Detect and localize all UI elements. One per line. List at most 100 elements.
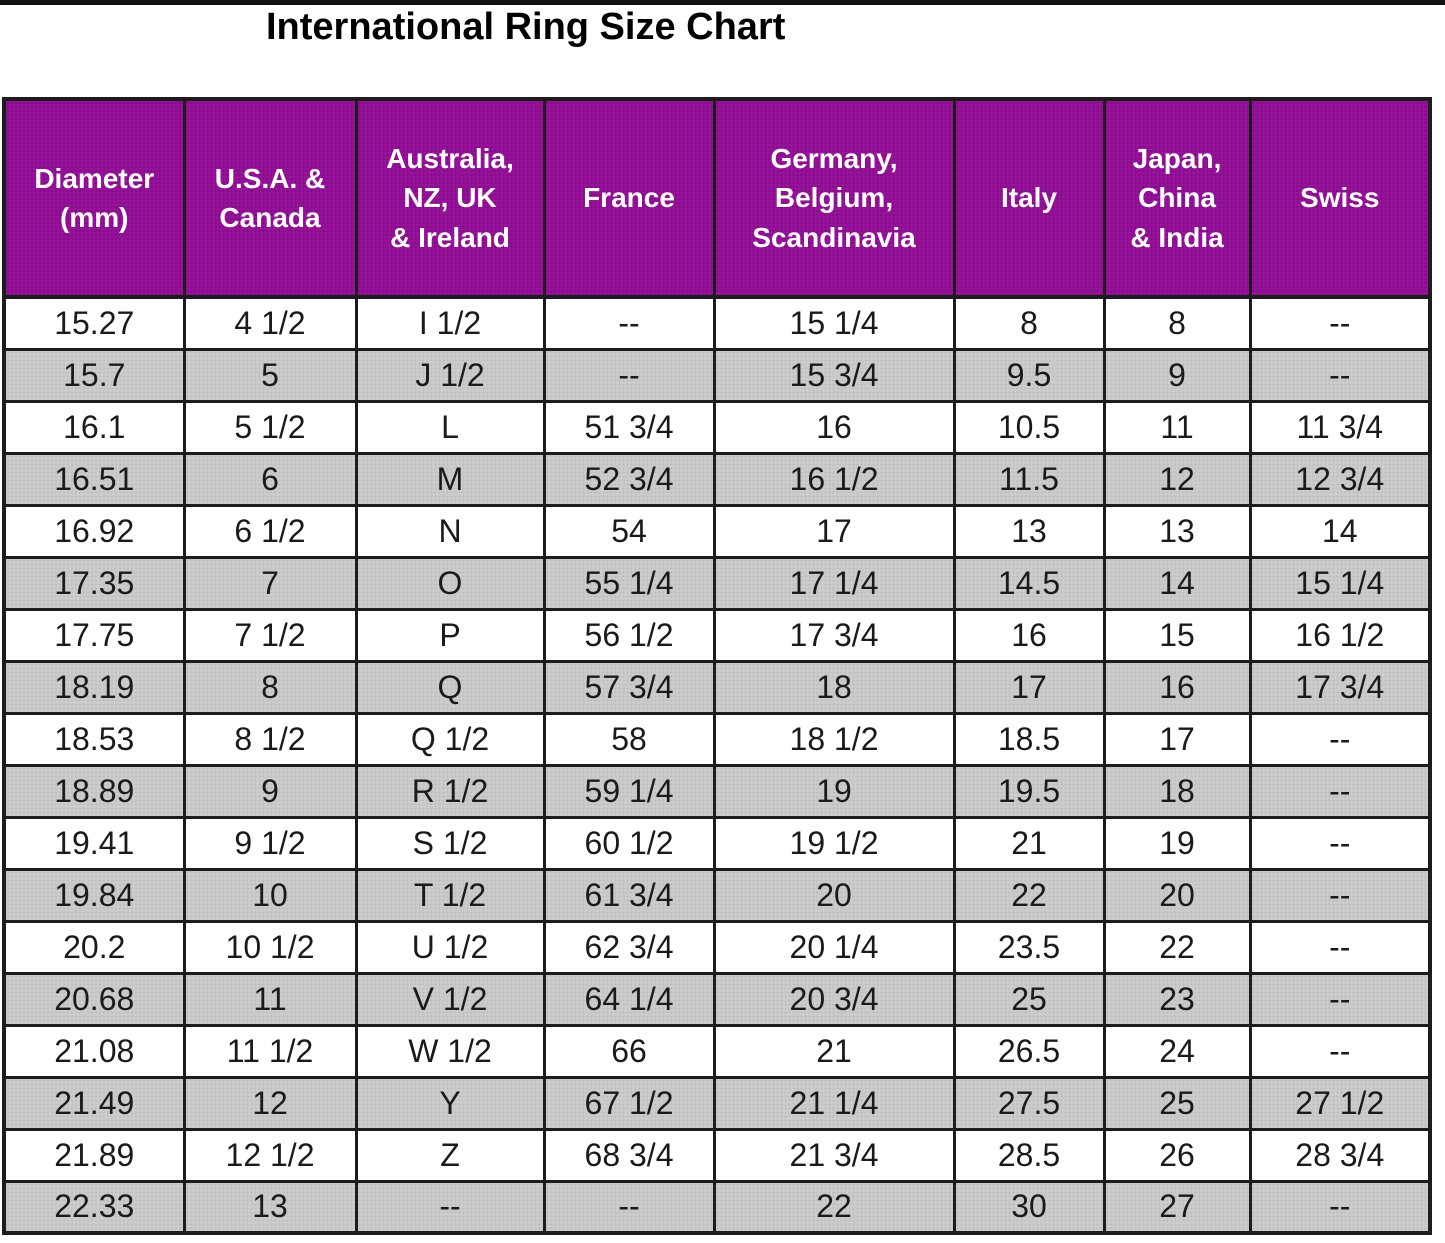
column-header-italy: Italy — [952, 97, 1106, 299]
table-cell: 27 — [1102, 1179, 1252, 1235]
table-cell: 11 1/2 — [182, 1023, 358, 1079]
table-cell: 21.49 — [2, 1075, 186, 1131]
table-cell: 11 — [182, 971, 358, 1027]
table-row: 16.92 6 1/2 N 54 17 13 13 14 — [2, 503, 1432, 559]
table-header: Diameter (mm) U.S.A. & Canada Australia, N… — [2, 97, 1432, 299]
table-cell: 19.84 — [2, 867, 186, 923]
table-cell: -- — [1248, 295, 1432, 351]
table-cell: 56 1/2 — [542, 607, 716, 663]
column-header-diameter-mm: Diameter (mm) — [2, 97, 186, 299]
column-header-france: France — [542, 97, 716, 299]
table-cell: U 1/2 — [354, 919, 546, 975]
table-cell: -- — [1248, 919, 1432, 975]
table-row: 22.33 13 -- -- 22 30 27 -- — [2, 1179, 1432, 1235]
table-cell: P — [354, 607, 546, 663]
table-cell: 18.19 — [2, 659, 186, 715]
table-cell: Q — [354, 659, 546, 715]
table-cell: 19 — [1102, 815, 1252, 871]
table-cell: -- — [542, 347, 716, 403]
table-cell: 17 3/4 — [1248, 659, 1432, 715]
table-cell: 12 — [1102, 451, 1252, 507]
table-cell: 14.5 — [952, 555, 1106, 611]
top-divider — [0, 0, 1445, 5]
column-header-japan-china-india: Japan, China & India — [1102, 97, 1252, 299]
table-cell: 28.5 — [952, 1127, 1106, 1183]
table-cell: W 1/2 — [354, 1023, 546, 1079]
table-cell: -- — [542, 1179, 716, 1235]
table-cell: 8 — [952, 295, 1106, 351]
table-cell: 24 — [1102, 1023, 1252, 1079]
table-cell: 18 — [712, 659, 956, 715]
table-cell: 28 3/4 — [1248, 1127, 1432, 1183]
table-cell: M — [354, 451, 546, 507]
table-body: 15.27 4 1/2 I 1/2 -- 15 1/4 8 8 -- 15.7 5 J 1/2 -- 1… — [2, 295, 1432, 1235]
table-cell: S 1/2 — [354, 815, 546, 871]
table-cell: 21 — [952, 815, 1106, 871]
table-cell: 21 1/4 — [712, 1075, 956, 1131]
table-row: 18.53 8 1/2 Q 1/2 58 18 1/2 18.5 17 -- — [2, 711, 1432, 767]
table-cell: 11.5 — [952, 451, 1106, 507]
table-cell: 54 — [542, 503, 716, 559]
table-cell: 19 1/2 — [712, 815, 956, 871]
column-header-usa-canada: U.S.A. & Canada — [182, 97, 358, 299]
table-cell: 5 — [182, 347, 358, 403]
table-cell: 17 — [952, 659, 1106, 715]
table-cell: 20 3/4 — [712, 971, 956, 1027]
table-cell: 67 1/2 — [542, 1075, 716, 1131]
table-cell: 19.41 — [2, 815, 186, 871]
table-cell: 20 — [1102, 867, 1252, 923]
table-cell: 16.1 — [2, 399, 186, 455]
table-cell: -- — [1248, 347, 1432, 403]
table-cell: R 1/2 — [354, 763, 546, 819]
table-row: 18.89 9 R 1/2 59 1/4 19 19.5 18 -- — [2, 763, 1432, 819]
table-cell: 22 — [712, 1179, 956, 1235]
table-cell: 11 — [1102, 399, 1252, 455]
table-cell: 19.5 — [952, 763, 1106, 819]
table-cell: 55 1/4 — [542, 555, 716, 611]
table-cell: 17 3/4 — [712, 607, 956, 663]
table-cell: 61 3/4 — [542, 867, 716, 923]
table-cell: N — [354, 503, 546, 559]
table-cell: 18.5 — [952, 711, 1106, 767]
header-row: Diameter (mm) U.S.A. & Canada Australia, N… — [2, 97, 1432, 299]
table-cell: 6 — [182, 451, 358, 507]
table-row: 15.27 4 1/2 I 1/2 -- 15 1/4 8 8 -- — [2, 295, 1432, 351]
table-cell: 66 — [542, 1023, 716, 1079]
table-cell: 16 1/2 — [1248, 607, 1432, 663]
table-cell: 60 1/2 — [542, 815, 716, 871]
table-cell: 16 — [1102, 659, 1252, 715]
table-cell: Z — [354, 1127, 546, 1183]
table-row: 21.89 12 1/2 Z 68 3/4 21 3/4 28.5 26 28 3/4 — [2, 1127, 1432, 1183]
table-cell: 59 1/4 — [542, 763, 716, 819]
table-cell: 18 1/2 — [712, 711, 956, 767]
table-cell: 13 — [182, 1179, 358, 1235]
table-cell: 8 — [1102, 295, 1252, 351]
table-cell: 16.92 — [2, 503, 186, 559]
table-cell: Y — [354, 1075, 546, 1131]
table-cell: 26.5 — [952, 1023, 1106, 1079]
table-cell: 21 3/4 — [712, 1127, 956, 1183]
table-cell: 12 3/4 — [1248, 451, 1432, 507]
table-cell: T 1/2 — [354, 867, 546, 923]
table-cell: 14 — [1102, 555, 1252, 611]
table-cell: 9 1/2 — [182, 815, 358, 871]
table-row: 20.2 10 1/2 U 1/2 62 3/4 20 1/4 23.5 22 -- — [2, 919, 1432, 975]
table-cell: 25 — [1102, 1075, 1252, 1131]
table-cell: 4 1/2 — [182, 295, 358, 351]
table-row: 21.49 12 Y 67 1/2 21 1/4 27.5 25 27 1/2 — [2, 1075, 1432, 1131]
table-cell: 10 — [182, 867, 358, 923]
table-cell: -- — [1248, 971, 1432, 1027]
table-row: 16.1 5 1/2 L 51 3/4 16 10.5 11 11 3/4 — [2, 399, 1432, 455]
table-cell: 15 — [1102, 607, 1252, 663]
table-cell: 15.27 — [2, 295, 186, 351]
table-cell: 13 — [1102, 503, 1252, 559]
table-cell: 27.5 — [952, 1075, 1106, 1131]
table-cell: 17 1/4 — [712, 555, 956, 611]
table-cell: 62 3/4 — [542, 919, 716, 975]
table-row: 18.19 8 Q 57 3/4 18 17 16 17 3/4 — [2, 659, 1432, 715]
table-row: 16.51 6 M 52 3/4 16 1/2 11.5 12 12 3/4 — [2, 451, 1432, 507]
table-cell: 10 1/2 — [182, 919, 358, 975]
table-cell: 15.7 — [2, 347, 186, 403]
table-row: 21.08 11 1/2 W 1/2 66 21 26.5 24 -- — [2, 1023, 1432, 1079]
